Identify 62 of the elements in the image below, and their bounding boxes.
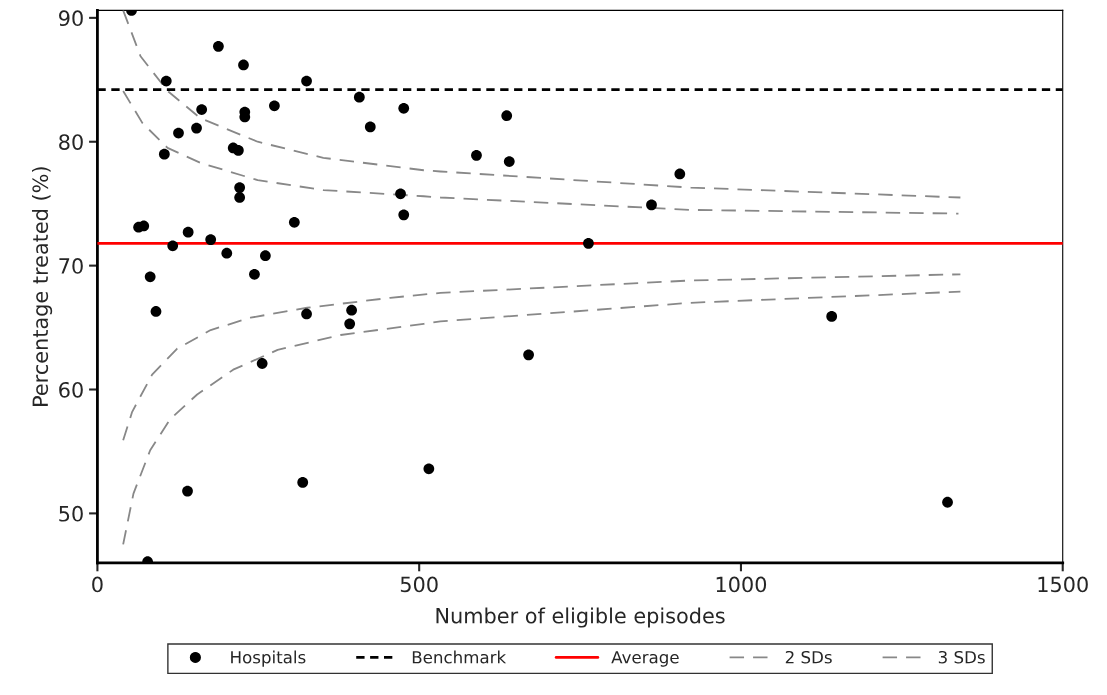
point [205,234,217,245]
y-tick-label: 70 [59,258,83,274]
line-series [122,290,962,546]
y-tick-label: 80 [59,134,83,150]
legend-label: Hospitals [231,650,306,667]
point [150,306,162,317]
x-tick-label: 0 [92,576,103,593]
point [173,127,184,139]
point [191,122,202,134]
point [297,477,309,488]
y-tick-label: 90 [59,10,83,27]
x-tick-label: 500 [400,576,438,593]
legend-label: 3 SDs [938,650,985,664]
point [503,156,515,167]
point [269,100,280,112]
point [344,318,356,330]
point [196,104,208,115]
y-tick-label: 60 [59,381,83,398]
point [646,199,657,211]
x-tick-label: 1500 [1038,576,1088,593]
point [301,75,312,87]
point [249,268,260,280]
point [423,463,435,475]
point [398,209,410,221]
point [346,304,357,316]
point [234,182,246,193]
line-series [122,90,960,215]
point [221,247,233,259]
point [213,40,224,52]
point [158,148,170,160]
point [288,216,300,228]
point [395,188,406,200]
legend-label: Average [611,651,679,667]
point [234,192,246,203]
point [942,496,953,508]
line-series [122,10,962,199]
legend-label: 2 SDs [785,650,832,664]
point [301,308,312,320]
point [523,349,534,361]
point [674,168,686,180]
point [353,91,365,103]
legend-label: Benchmark [412,650,507,664]
x-tick-label: 1000 [716,576,767,593]
point [256,358,268,369]
point [182,485,193,497]
point [238,59,249,71]
point [182,226,194,238]
point [398,102,410,114]
point [583,237,594,249]
point [160,75,172,87]
point [260,250,271,262]
point [471,149,482,161]
line-series [122,273,962,442]
x-axis-title: Number of eligible episodes [436,607,725,628]
point [167,240,179,252]
point [826,311,838,322]
point [364,121,376,133]
point [501,110,513,122]
y-tick-label: 50 [59,505,83,522]
y-axis-title: Percentage treated (%) [31,167,53,406]
point [232,145,244,156]
point [144,271,156,283]
